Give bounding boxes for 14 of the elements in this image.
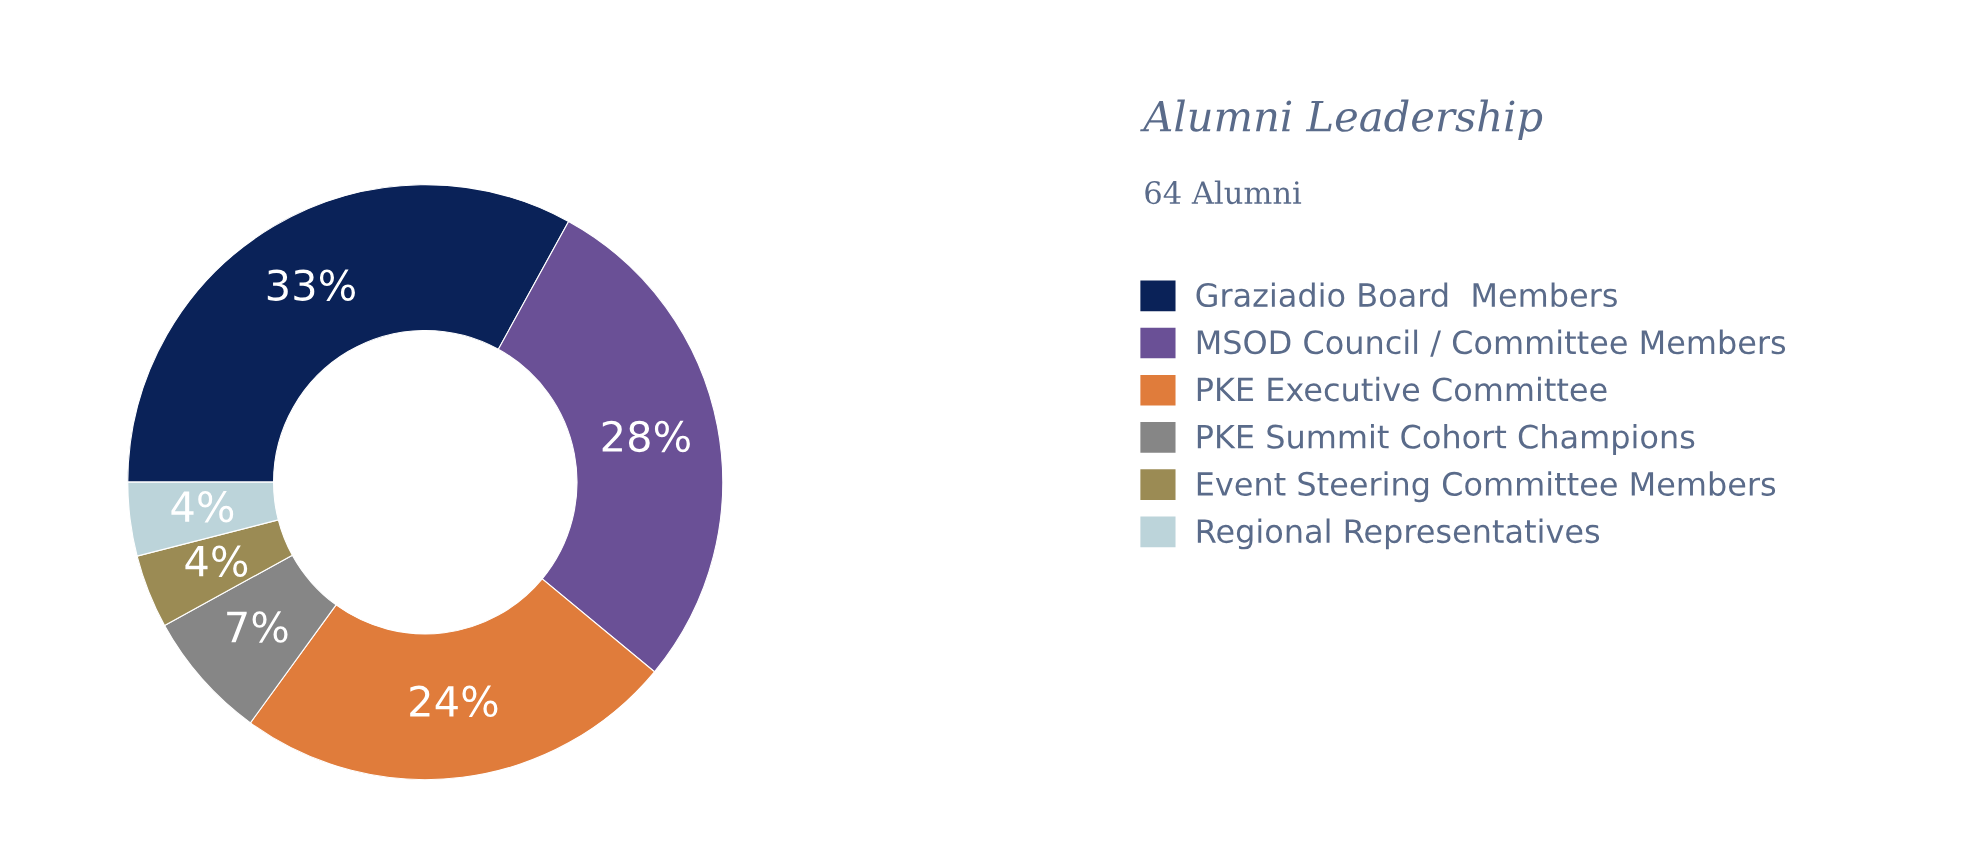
chart-title: Alumni Leadership <box>1140 99 1543 140</box>
data-label: 4% <box>171 490 234 523</box>
data-label: 7% <box>227 611 288 643</box>
data-label: 24% <box>410 685 498 718</box>
chart-subtitle: 64 Alumni <box>1145 180 1302 205</box>
legend-label: PKE Summit Cohort Champions <box>1197 424 1695 455</box>
data-label: 33% <box>267 269 355 301</box>
legend-label: Graziadio Board Members <box>1196 282 1617 308</box>
data-label: 4% <box>185 545 248 577</box>
legend-label: MSOD Council / Committee Members <box>1197 329 1786 357</box>
legend-label: Event Steering Committee Members <box>1197 471 1776 503</box>
legend-label: PKE Executive Committee <box>1197 376 1607 402</box>
legend-label: Regional Representatives <box>1197 518 1600 550</box>
data-label: 28% <box>602 420 690 453</box>
